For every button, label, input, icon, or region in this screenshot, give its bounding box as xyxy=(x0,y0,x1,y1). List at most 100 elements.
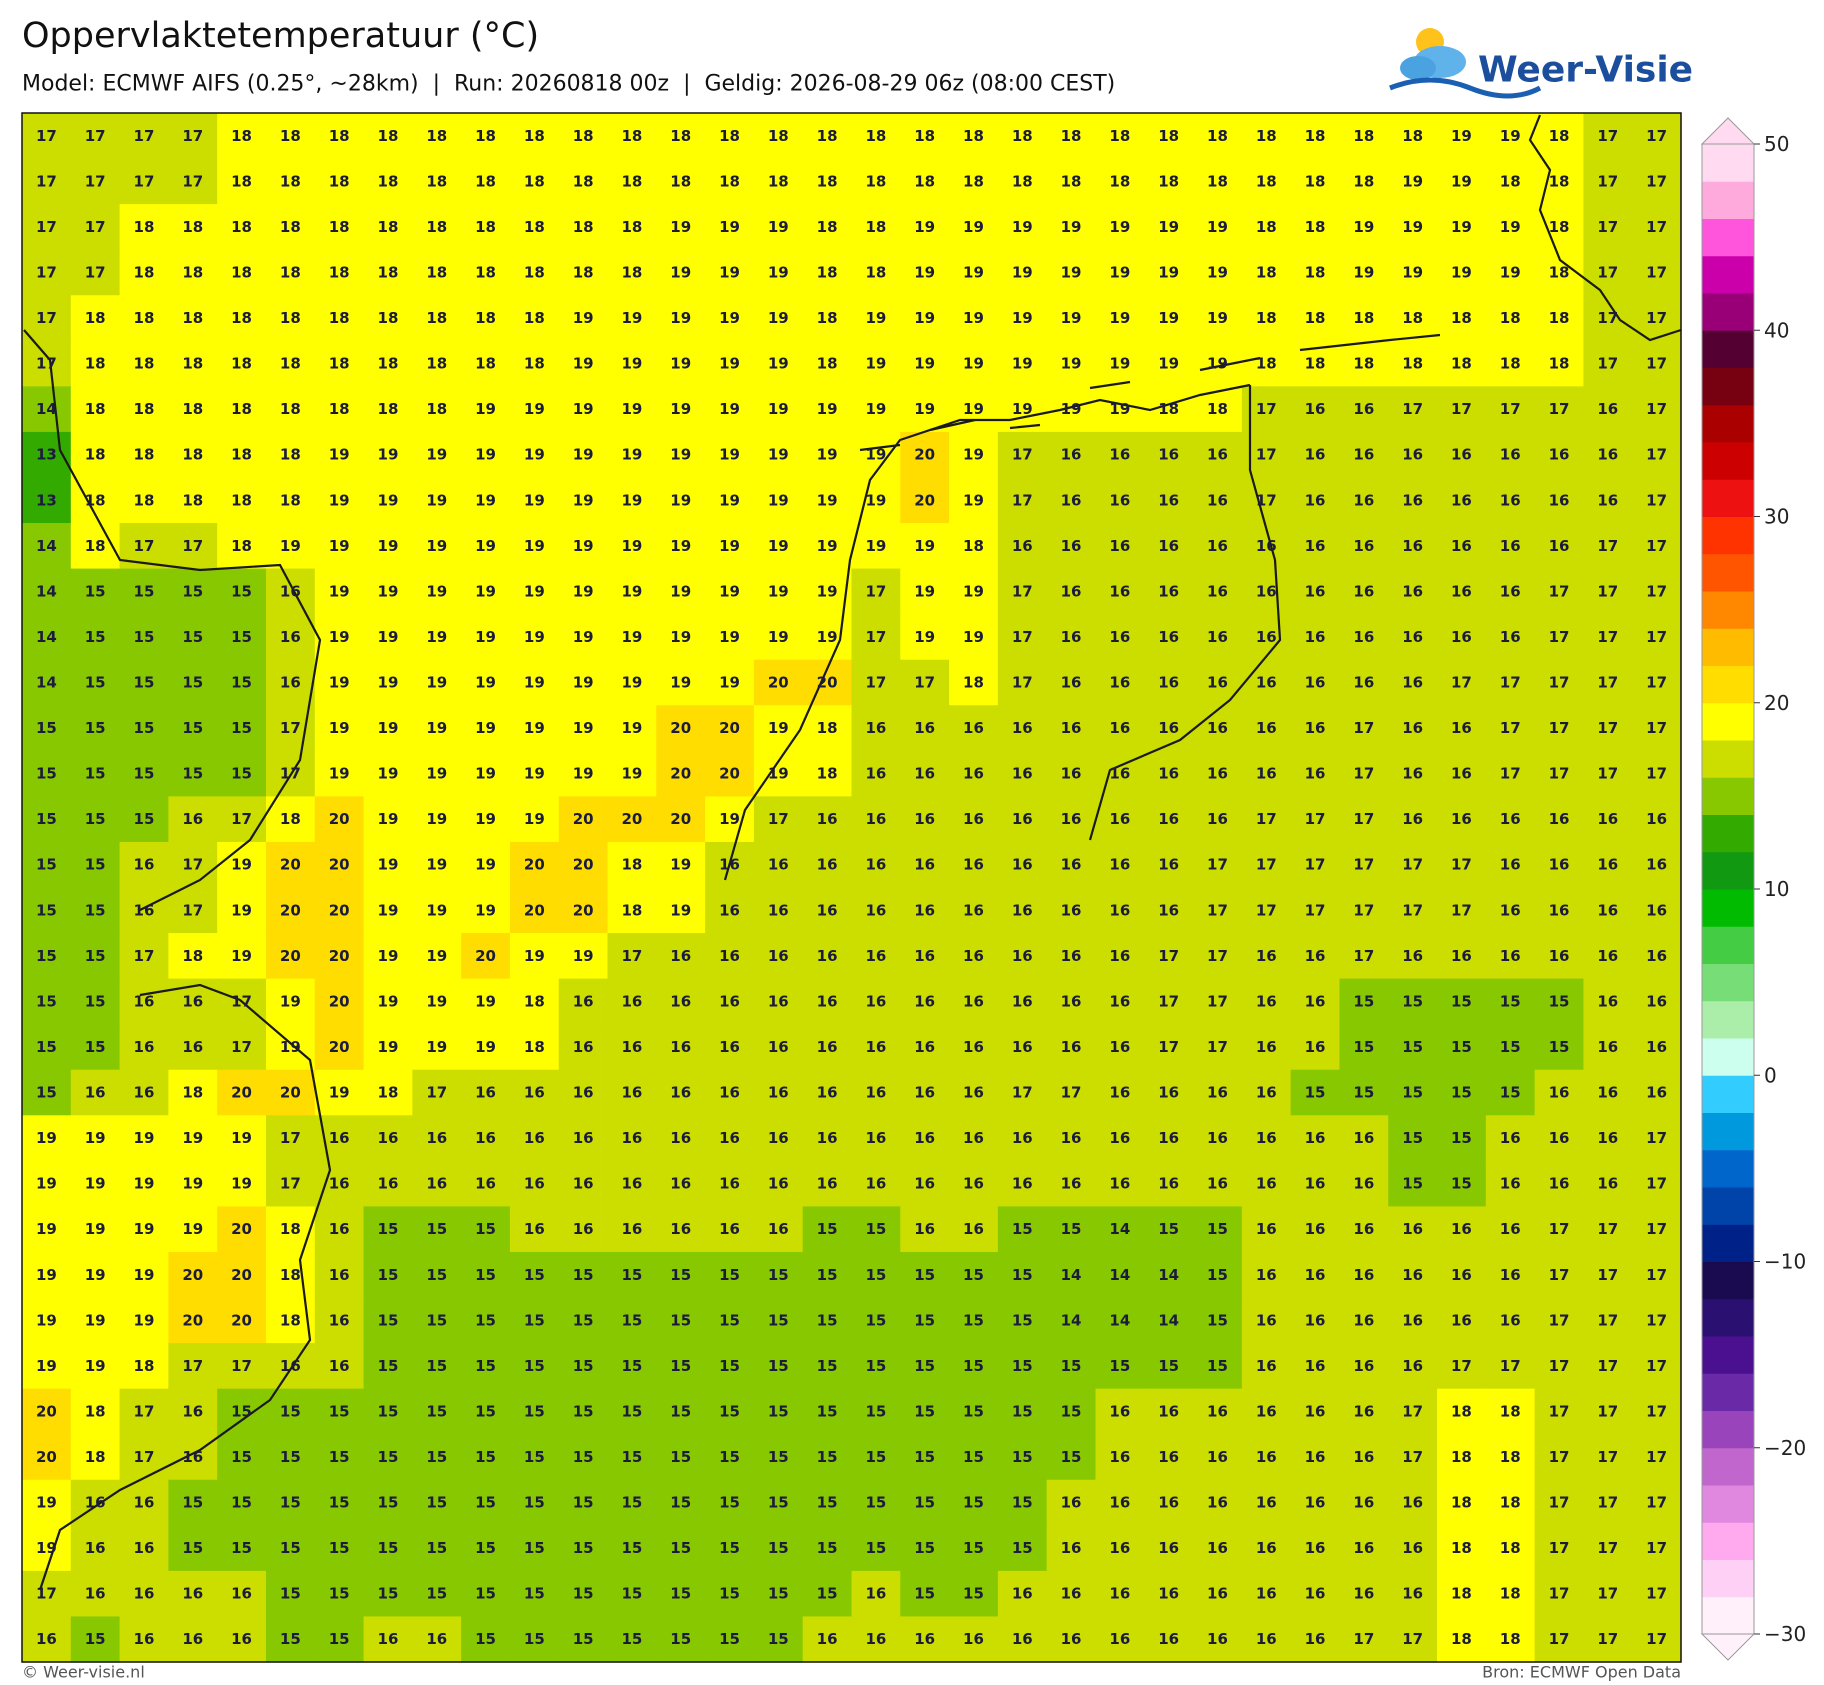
temperature-cell xyxy=(900,1297,950,1344)
temperature-label: 16 xyxy=(1158,1129,1179,1147)
temperature-cell xyxy=(461,431,511,479)
temperature-label: 19 xyxy=(670,537,691,555)
temperature-cell xyxy=(656,1024,706,1071)
temperature-cell xyxy=(1583,158,1633,205)
temperature-label: 19 xyxy=(573,400,594,418)
temperature-cell xyxy=(851,887,901,934)
temperature-label: 16 xyxy=(1402,1357,1423,1375)
temperature-label: 16 xyxy=(1061,1539,1082,1557)
temperature-label: 18 xyxy=(426,218,447,236)
temperature-cell xyxy=(1144,158,1194,205)
temperature-label: 16 xyxy=(1597,446,1618,464)
temperature-label: 16 xyxy=(573,1220,594,1238)
temperature-label: 19 xyxy=(573,628,594,646)
temperature-label: 15 xyxy=(475,1494,496,1512)
temperature-cell xyxy=(1095,386,1145,433)
temperature-label: 16 xyxy=(865,719,886,737)
temperature-cell xyxy=(851,1343,901,1390)
temperature-label: 16 xyxy=(768,1220,789,1238)
temperature-cell xyxy=(363,1525,413,1572)
temperature-label: 19 xyxy=(85,1220,106,1238)
temperature-label: 15 xyxy=(36,856,57,874)
temperature-cell xyxy=(558,523,609,570)
temperature-label: 19 xyxy=(329,673,350,691)
temperature-label: 19 xyxy=(1061,355,1082,373)
temperature-cell xyxy=(119,1479,169,1526)
temperature-cell xyxy=(802,887,853,934)
temperature-label: 16 xyxy=(1109,673,1130,691)
temperature-label: 16 xyxy=(1012,719,1033,737)
temperature-cell xyxy=(656,340,706,387)
temperature-cell xyxy=(1339,705,1389,752)
temperature-cell xyxy=(1339,295,1389,342)
temperature-label: 15 xyxy=(182,1494,203,1512)
temperature-label: 19 xyxy=(573,491,594,509)
temperature-label: 18 xyxy=(426,263,447,281)
temperature-cell xyxy=(1290,158,1341,205)
temperature-label: 15 xyxy=(1012,1220,1033,1238)
temperature-cell xyxy=(1437,295,1487,342)
temperature-label: 16 xyxy=(1061,1585,1082,1603)
temperature-cell xyxy=(314,1388,365,1435)
temperature-label: 16 xyxy=(1402,673,1423,691)
temperature-cell xyxy=(509,1115,560,1162)
temperature-cell xyxy=(412,887,462,934)
temperature-cell xyxy=(22,1525,72,1572)
temperature-label: 18 xyxy=(1305,309,1326,327)
temperature-label: 15 xyxy=(475,1220,496,1238)
temperature-cell xyxy=(1388,1343,1438,1390)
temperature-label: 19 xyxy=(963,491,984,509)
temperature-cell xyxy=(1290,1570,1341,1618)
temperature-label: 18 xyxy=(1353,172,1374,190)
temperature-cell xyxy=(997,1297,1048,1344)
temperature-cell xyxy=(607,1069,657,1116)
temperature-label: 19 xyxy=(280,537,301,555)
temperature-label: 16 xyxy=(914,1175,935,1193)
temperature-cell xyxy=(509,295,560,342)
temperature-cell xyxy=(753,568,804,615)
temperature-label: 19 xyxy=(524,446,545,464)
temperature-cell xyxy=(509,1206,560,1253)
temperature-label: 15 xyxy=(621,1539,642,1557)
temperature-label: 17 xyxy=(1402,856,1423,874)
temperature-label: 18 xyxy=(134,355,155,373)
temperature-cell xyxy=(70,887,121,934)
temperature-cell xyxy=(558,386,609,433)
temperature-cell xyxy=(314,477,365,524)
temperature-label: 16 xyxy=(1549,856,1570,874)
temperature-label: 18 xyxy=(1500,309,1521,327)
temperature-label: 18 xyxy=(329,127,350,145)
temperature-cell xyxy=(412,1115,462,1162)
temperature-label: 16 xyxy=(1256,1630,1277,1648)
temperature-cell xyxy=(1632,978,1682,1025)
temperature-cell xyxy=(412,386,462,433)
temperature-label: 15 xyxy=(1353,1084,1374,1102)
temperature-cell xyxy=(1339,614,1389,661)
temperature-cell xyxy=(22,340,72,387)
temperature-cell xyxy=(412,1251,462,1299)
temperature-cell xyxy=(1437,568,1487,615)
temperature-cell xyxy=(900,1388,950,1435)
temperature-label: 17 xyxy=(426,1084,447,1102)
colorbar-band xyxy=(1702,1596,1754,1635)
temperature-cell xyxy=(1193,158,1243,205)
temperature-cell xyxy=(1437,705,1487,752)
temperature-label: 19 xyxy=(1012,218,1033,236)
temperature-label: 18 xyxy=(1402,355,1423,373)
temperature-label: 20 xyxy=(36,1402,57,1420)
temperature-label: 14 xyxy=(1158,1266,1179,1284)
temperature-cell xyxy=(1534,477,1585,524)
temperature-cell xyxy=(753,1160,804,1208)
temperature-cell xyxy=(851,1069,901,1116)
temperature-cell xyxy=(217,477,267,524)
temperature-label: 16 xyxy=(1256,1129,1277,1147)
temperature-cell xyxy=(1437,1388,1487,1435)
temperature-label: 16 xyxy=(1597,947,1618,965)
temperature-label: 16 xyxy=(865,765,886,783)
temperature-label: 16 xyxy=(1256,1585,1277,1603)
temperature-cell xyxy=(949,1479,999,1526)
temperature-cell xyxy=(1241,1206,1292,1253)
temperature-cell xyxy=(753,1616,804,1663)
temperature-cell xyxy=(119,1024,169,1071)
